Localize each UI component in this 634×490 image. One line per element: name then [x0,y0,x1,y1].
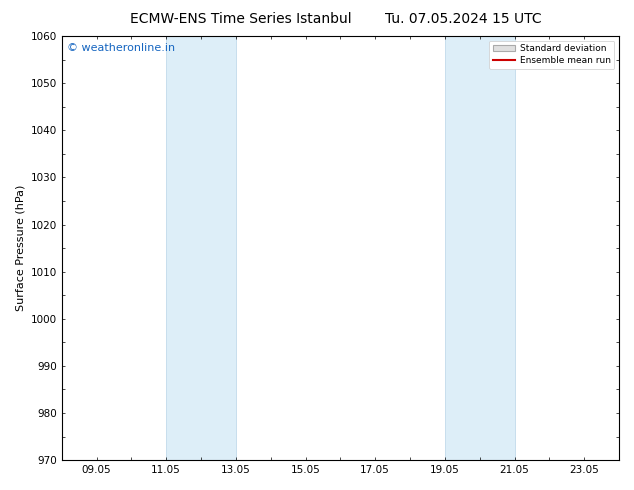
Y-axis label: Surface Pressure (hPa): Surface Pressure (hPa) [15,185,25,311]
Text: © weatheronline.in: © weatheronline.in [67,43,176,52]
Legend: Standard deviation, Ensemble mean run: Standard deviation, Ensemble mean run [489,41,614,69]
Bar [445,36,515,460]
Bar [166,36,236,460]
Text: Tu. 07.05.2024 15 UTC: Tu. 07.05.2024 15 UTC [384,12,541,26]
Text: ECMW-ENS Time Series Istanbul: ECMW-ENS Time Series Istanbul [130,12,352,26]
